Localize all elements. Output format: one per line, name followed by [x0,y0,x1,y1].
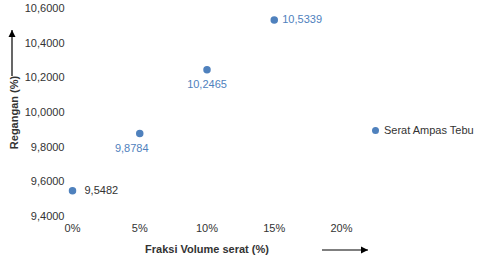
svg-text:10%: 10% [196,222,218,234]
svg-text:10,6000: 10,6000 [25,2,65,14]
svg-text:0%: 0% [65,222,81,234]
svg-text:10,5339: 10,5339 [282,13,322,25]
svg-text:Regangan (%): Regangan (%) [8,75,20,149]
svg-text:9,6000: 9,6000 [31,175,65,187]
svg-text:9,4000: 9,4000 [31,210,65,222]
svg-text:5%: 5% [132,222,148,234]
svg-text:9,8784: 9,8784 [115,142,149,154]
svg-text:Fraksi Volume serat (%): Fraksi Volume serat (%) [145,243,269,255]
svg-text:10,0000: 10,0000 [25,106,65,118]
html-text:Serat Ampas Tebu: Serat Ampas Tebu [384,124,474,136]
svg-text:15%: 15% [263,222,285,234]
svg-text:9,8000: 9,8000 [31,141,65,153]
svg-text:10,4000: 10,4000 [25,37,65,49]
svg-text:10,2000: 10,2000 [25,71,65,83]
svg-text:10,2465: 10,2465 [187,78,227,90]
svg-text:20%: 20% [330,222,352,234]
svg-text:9,5482: 9,5482 [85,184,119,196]
